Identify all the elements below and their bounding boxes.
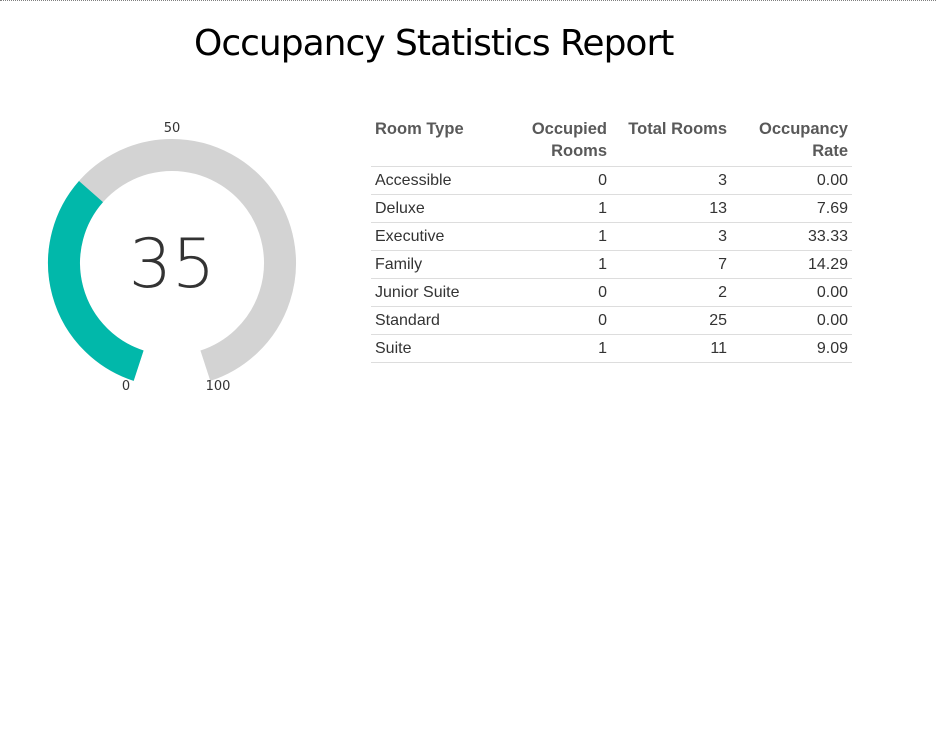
cell-room-type: Deluxe [371, 194, 501, 223]
gauge-mid-label: 50 [164, 121, 181, 136]
cell-occupancy-rate: 0.00 [731, 306, 852, 335]
page-title: Occupancy Statistics Report [194, 23, 674, 64]
cell-total-rooms: 7 [611, 250, 731, 279]
cell-total-rooms: 13 [611, 194, 731, 223]
cell-room-type: Family [371, 250, 501, 279]
table-row: Executive 1 3 33.33 [371, 222, 852, 251]
gauge-max-label: 100 [206, 379, 231, 394]
cell-occupied-rooms: 0 [501, 278, 611, 307]
cell-total-rooms: 11 [611, 334, 731, 363]
cell-occupancy-rate: 14.29 [731, 250, 852, 279]
header-occupancy-rate-line2: Rate [812, 142, 848, 160]
cell-occupancy-rate: 0.00 [731, 278, 852, 307]
header-occupied-rooms-line1: Occupied [531, 120, 607, 138]
cell-occupied-rooms: 1 [501, 222, 611, 251]
cell-occupancy-rate: 33.33 [731, 222, 852, 251]
header-occupancy-rate-line1: Occupancy [759, 120, 848, 138]
cell-occupied-rooms: 0 [501, 306, 611, 335]
cell-occupancy-rate: 9.09 [731, 334, 852, 363]
gauge-min-label: 0 [122, 379, 130, 394]
header-occupied-rooms: Occupied Rooms [501, 115, 611, 167]
cell-occupied-rooms: 0 [501, 166, 611, 195]
table-row: Family 1 7 14.29 [371, 250, 852, 279]
gauge-fill [48, 181, 144, 381]
cell-total-rooms: 25 [611, 306, 731, 335]
cell-room-type: Junior Suite [371, 278, 501, 307]
gauge-svg: 50 0 100 35 [48, 121, 296, 394]
occupancy-gauge: 50 0 100 35 [0, 101, 340, 401]
table-row: Suite 1 11 9.09 [371, 334, 852, 363]
cell-occupancy-rate: 7.69 [731, 194, 852, 223]
cell-occupied-rooms: 1 [501, 334, 611, 363]
table-header-row: Room Type Occupied Rooms Total Rooms Occ… [371, 115, 852, 167]
header-room-type-label: Room Type [375, 120, 464, 138]
cell-room-type: Executive [371, 222, 501, 251]
cell-total-rooms: 2 [611, 278, 731, 307]
table-row: Junior Suite 0 2 0.00 [371, 278, 852, 307]
table-row: Accessible 0 3 0.00 [371, 166, 852, 195]
table-row: Standard 0 25 0.00 [371, 306, 852, 335]
header-total-rooms: Total Rooms [611, 115, 731, 167]
cell-occupied-rooms: 1 [501, 250, 611, 279]
cell-occupied-rooms: 1 [501, 194, 611, 223]
table-row: Deluxe 1 13 7.69 [371, 194, 852, 223]
cell-room-type: Suite [371, 334, 501, 363]
cell-room-type: Accessible [371, 166, 501, 195]
header-occupancy-rate: Occupancy Rate [731, 115, 852, 167]
cell-room-type: Standard [371, 306, 501, 335]
header-total-rooms-label: Total Rooms [628, 120, 727, 138]
cell-total-rooms: 3 [611, 166, 731, 195]
occupancy-table: Room Type Occupied Rooms Total Rooms Occ… [371, 115, 852, 363]
gauge-value-label: 35 [129, 225, 216, 304]
cell-occupancy-rate: 0.00 [731, 166, 852, 195]
header-room-type: Room Type [371, 115, 501, 167]
cell-total-rooms: 3 [611, 222, 731, 251]
header-occupied-rooms-line2: Rooms [551, 142, 607, 160]
